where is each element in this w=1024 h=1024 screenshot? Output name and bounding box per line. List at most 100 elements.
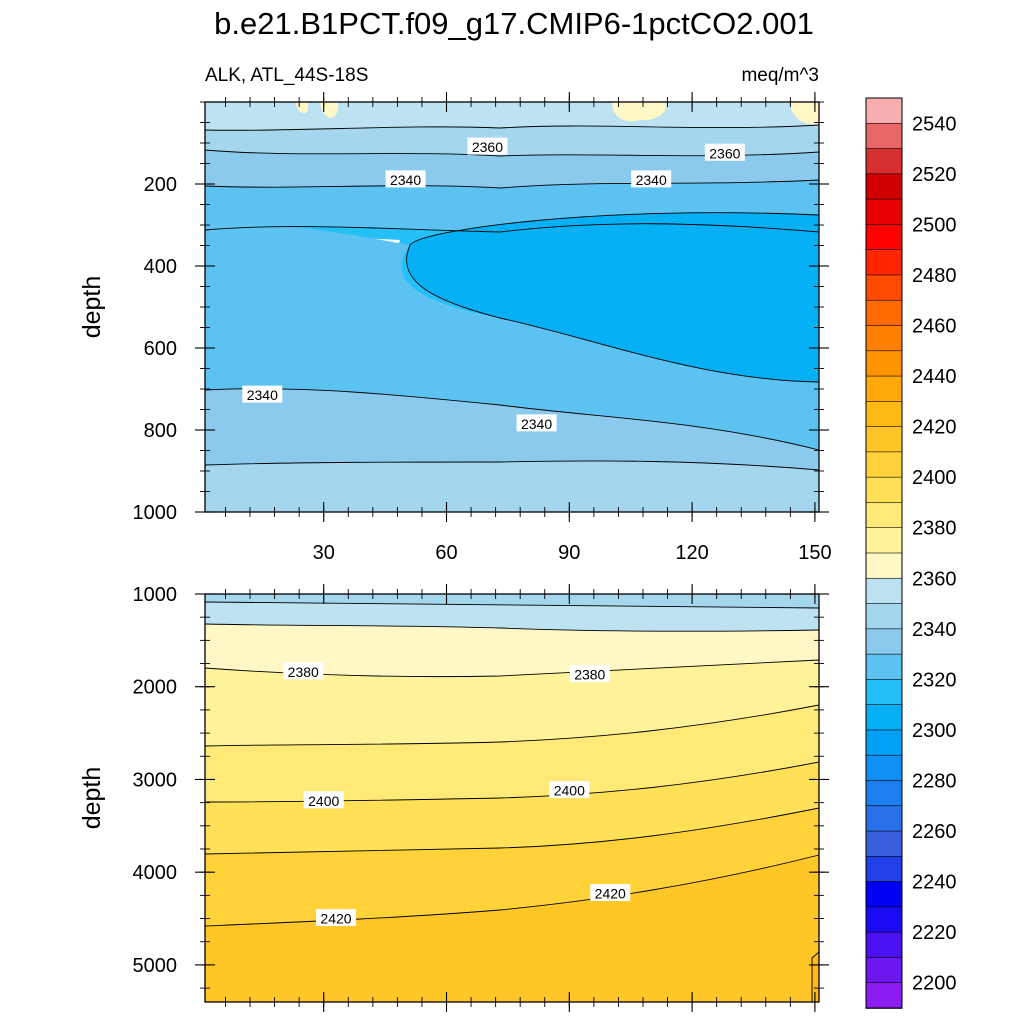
contour-label: 2340 [247,387,278,403]
colorbar-swatch [865,628,903,655]
colorbar-swatch [865,224,903,251]
colorbar-swatch [865,401,903,428]
contour-label: 2340 [390,172,421,188]
contour-label-bg [549,781,590,799]
colorbar-swatch [865,830,903,858]
colorbar-label: 2480 [912,265,957,287]
upper-contour-line [204,388,820,451]
contour-label-bg [283,662,324,680]
upper-contour-labels: 2360 2360 2340 2340 2340 2340 [242,137,745,432]
colorbar-label: 2380 [912,518,957,540]
lower-y-tick-label: 5000 [133,955,178,977]
colorbar-swatch [865,679,903,706]
contour-label-bg [569,665,610,683]
contour-label-bg [303,791,344,809]
contour-label: 2360 [709,145,740,161]
colorbar-swatch [865,350,903,377]
colorbar-frame [865,97,903,1009]
contour-label-bg [590,884,631,902]
lower-band-8 [205,855,819,1002]
upper-core-2 [406,212,819,382]
upper-band-2 [205,125,819,156]
upper-contour-line [406,212,820,383]
chart-subtitle-right: meq/m^3 [741,65,819,86]
colorbar-swatch [865,780,903,807]
contour-label-bg [704,143,745,161]
colorbar-label: 2300 [912,720,957,742]
lower-contour-line [204,761,820,803]
lower-band-7 [205,808,819,926]
colorbar-swatch [865,805,903,832]
colorbar-swatch [865,274,903,302]
lower-band-6 [205,762,819,854]
contour-label: 2400 [554,783,585,799]
upper-y-tick-label: 1000 [133,502,178,524]
lower-contour-line [204,807,820,855]
colorbar-swatch [865,906,903,933]
contour-label-bg [242,385,283,403]
upper-band-9 [205,460,819,512]
lower-contour-line [204,601,820,609]
colorbar-swatch [865,754,903,782]
lower-contour-line [204,623,820,632]
colorbar-swatch [865,856,903,883]
x-tick-label: 150 [798,542,831,564]
contour-label-bg [385,170,426,188]
upper-axis-ticks: 200 400 600 800 1000 30 60 90 120 150 [133,92,832,564]
contour-label-bg [467,137,508,155]
colorbar-swatch [865,931,903,959]
colorbar-swatch [865,502,903,529]
colorbar-swatch [865,982,903,1009]
lower-band-3 [205,624,819,677]
contour-label: 2340 [636,172,667,188]
colorbar-label: 2440 [912,366,957,388]
colorbar-label: 2360 [912,568,957,590]
lower-y-tick-label: 2000 [133,677,178,699]
colorbar: 2200 2220 2240 2260 2280 2300 2320 2340 2360 2380… [865,97,957,1009]
colorbar-swatch [865,325,903,352]
lower-y-tick-label: 1000 [133,584,178,606]
upper-panel: 200 400 600 800 1000 30 60 90 120 150 2360 2360 234… [78,92,832,564]
contour-label: 2420 [595,886,626,902]
x-tick-label: 30 [313,542,335,564]
lower-panel: 1000 2000 3000 4000 5000 2380 2380 2400 2400 242… [78,584,829,1012]
contour-label-bg [516,414,557,432]
colorbar-swatch [865,704,903,731]
colorbar-swatch [865,552,903,580]
colorbar-swatch [865,451,903,478]
colorbar-label: 2260 [912,821,957,843]
upper-band-1 [205,102,819,131]
upper-contour-line [204,460,820,471]
colorbar-label: 2420 [912,417,957,439]
colorbar-swatch [865,426,903,453]
colorbar-label: 2220 [912,922,957,944]
colorbar-swatch [865,527,903,554]
contour-label: 2420 [320,911,351,927]
colorbar-swatch [865,577,903,605]
colorbar-label: 2240 [912,872,957,894]
colorbar-label: 2200 [912,973,957,995]
lower-band-1 [205,594,819,608]
contour-label-bg [631,170,672,188]
colorbar-label: 2520 [912,164,957,186]
colorbar-label: 2540 [912,113,957,135]
chart-subtitle-left: ALK, ATL_44S-18S [205,65,368,86]
colorbar-swatch [865,249,903,276]
lower-y-tick-label: 3000 [133,769,178,791]
contour-label: 2380 [288,664,319,680]
upper-contour-line [204,179,820,189]
upper-band-8 [205,388,819,470]
colorbar-swatch [865,97,903,125]
lower-plot-frame [204,593,820,1003]
upper-band-10 [205,225,819,450]
upper-y-tick-label: 400 [144,256,177,278]
colorbar-swatch [865,148,903,175]
x-tick-label: 90 [558,542,580,564]
contour-label: 2340 [521,416,552,432]
lower-contour-line [811,951,820,1002]
colorbar-label: 2320 [912,669,957,691]
lower-y-tick-label: 4000 [133,862,178,884]
colorbar-swatch [865,653,903,681]
colorbar-swatch [865,881,903,908]
